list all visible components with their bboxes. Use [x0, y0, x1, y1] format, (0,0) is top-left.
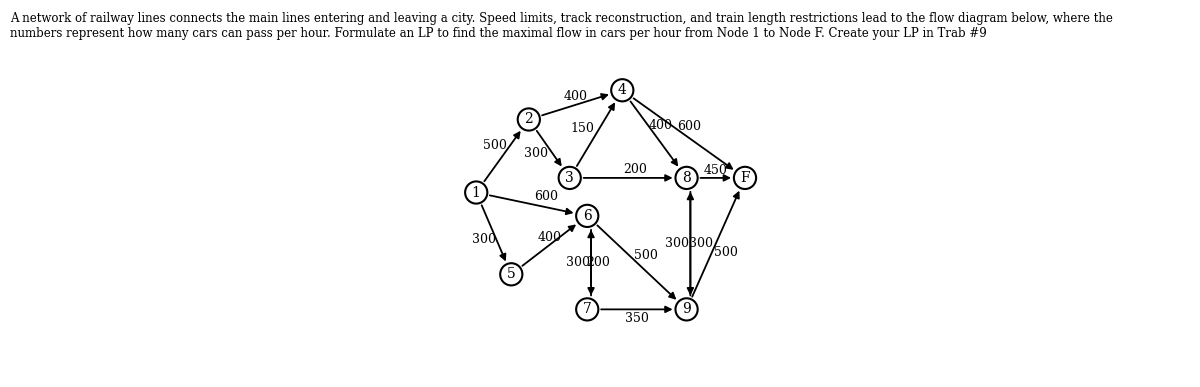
Text: 8: 8: [683, 171, 691, 185]
Circle shape: [517, 108, 540, 130]
Text: 300: 300: [472, 233, 496, 246]
Circle shape: [576, 205, 599, 227]
Circle shape: [466, 182, 487, 204]
Text: 6: 6: [583, 209, 592, 223]
Text: 300: 300: [566, 256, 590, 269]
Circle shape: [559, 167, 581, 189]
Text: 450: 450: [704, 164, 727, 177]
Text: 200: 200: [624, 163, 647, 176]
Circle shape: [676, 298, 697, 320]
Text: 4: 4: [618, 83, 626, 97]
Text: 300: 300: [689, 237, 713, 250]
Text: 600: 600: [534, 190, 558, 204]
Text: 1: 1: [472, 185, 481, 200]
Text: 400: 400: [538, 231, 562, 244]
Text: 150: 150: [571, 122, 595, 135]
Circle shape: [500, 263, 522, 286]
Text: 5: 5: [506, 267, 516, 281]
Text: 500: 500: [484, 139, 508, 152]
Text: A network of railway lines connects the main lines entering and leaving a city. : A network of railway lines connects the …: [10, 12, 1112, 39]
Text: 7: 7: [583, 302, 592, 316]
Text: 3: 3: [565, 171, 574, 185]
Circle shape: [676, 167, 697, 189]
Text: 2: 2: [524, 113, 533, 127]
Text: F: F: [740, 171, 750, 185]
Circle shape: [611, 79, 634, 101]
Text: 200: 200: [587, 256, 611, 269]
Text: 400: 400: [648, 119, 672, 132]
Text: 350: 350: [625, 312, 649, 325]
Circle shape: [734, 167, 756, 189]
Text: 500: 500: [714, 246, 738, 259]
Text: 400: 400: [564, 90, 588, 103]
Text: 9: 9: [683, 302, 691, 316]
Text: 300: 300: [665, 237, 689, 250]
Circle shape: [576, 298, 599, 320]
Text: 600: 600: [678, 120, 702, 133]
Text: 500: 500: [634, 249, 658, 262]
Text: 300: 300: [524, 147, 548, 159]
